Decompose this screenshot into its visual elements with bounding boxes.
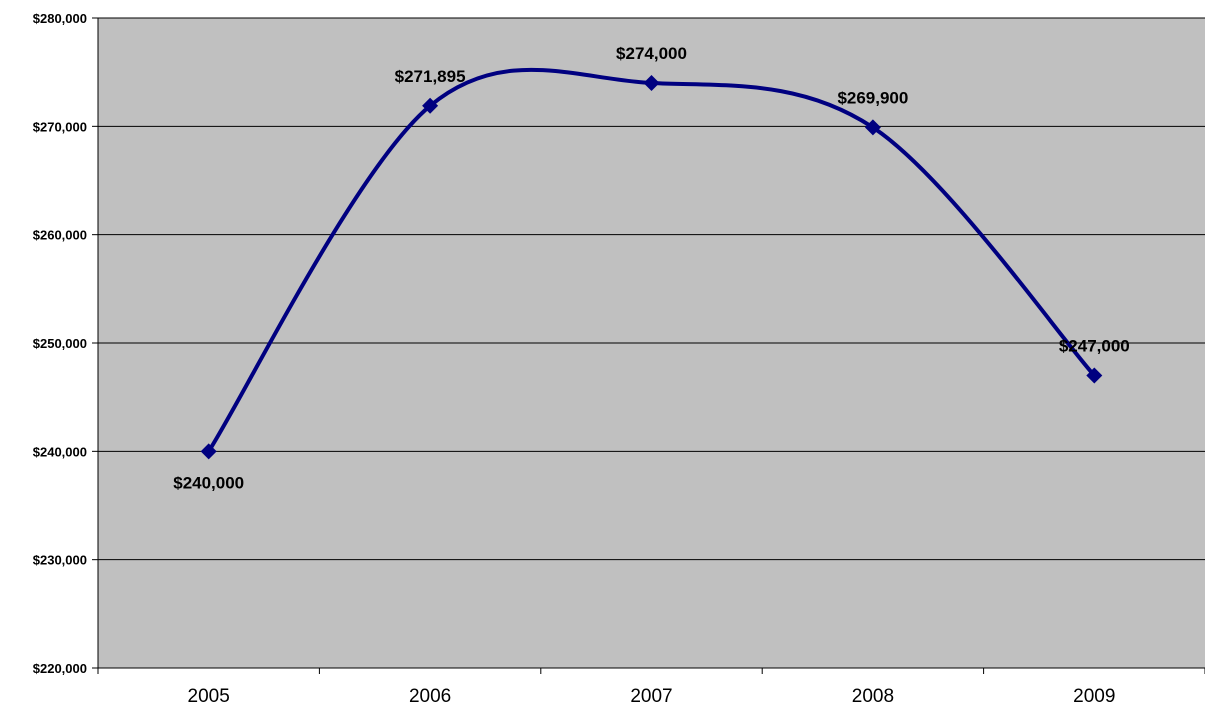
- y-tick-label: $260,000: [33, 228, 87, 243]
- x-tick-label: 2009: [1073, 686, 1115, 707]
- x-tick-label: 2005: [188, 686, 230, 707]
- data-label: $240,000: [173, 473, 244, 492]
- x-tick-label: 2006: [409, 686, 451, 707]
- data-label: $269,900: [837, 88, 908, 107]
- y-tick-label: $280,000: [33, 11, 87, 26]
- data-point-marker: [422, 97, 439, 114]
- x-tick-label: 2008: [852, 686, 894, 707]
- y-tick-label: $240,000: [33, 444, 87, 459]
- data-label: $274,000: [616, 44, 687, 63]
- y-tick-label: $250,000: [33, 336, 87, 351]
- data-point-marker: [200, 443, 217, 460]
- data-point-marker: [864, 119, 881, 136]
- y-tick-label: $230,000: [33, 553, 87, 568]
- y-tick-label: $270,000: [33, 119, 87, 134]
- y-tick-label: $220,000: [33, 661, 87, 676]
- data-label: $247,000: [1059, 337, 1130, 356]
- x-tick-label: 2007: [630, 686, 672, 707]
- data-point-marker: [643, 75, 660, 91]
- data-label: $271,895: [395, 67, 466, 86]
- data-point-marker: [1086, 367, 1103, 384]
